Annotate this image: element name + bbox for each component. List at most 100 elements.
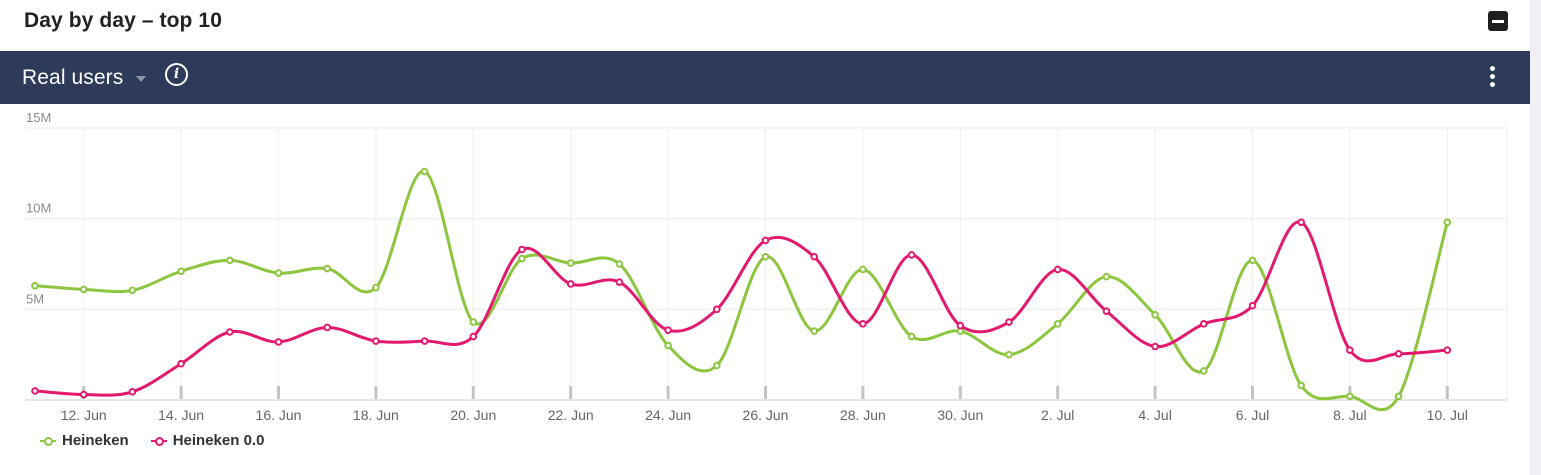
legend-marker-icon xyxy=(150,436,167,446)
data-point xyxy=(713,305,721,314)
x-tick-mark xyxy=(569,386,573,399)
data-point xyxy=(177,359,185,368)
legend-item-heineken[interactable]: Heineken xyxy=(40,432,129,449)
x-tick-mark xyxy=(861,386,865,399)
x-tick-label: 18. Jun xyxy=(353,407,399,423)
metric-dropdown[interactable]: Real users xyxy=(22,51,147,104)
legend-marker-icon xyxy=(40,436,56,446)
data-point xyxy=(1053,265,1062,274)
data-point xyxy=(1297,381,1305,390)
data-point xyxy=(956,321,965,330)
info-icon[interactable]: i xyxy=(165,63,188,86)
data-point xyxy=(761,236,770,245)
x-tick-mark xyxy=(1251,386,1254,399)
x-tick-label: 10. Jul xyxy=(1427,407,1468,423)
x-tick-label: 24. Jun xyxy=(645,407,691,423)
data-point xyxy=(615,278,624,286)
data-point xyxy=(274,269,283,277)
x-tick-label: 2. Jul xyxy=(1041,407,1074,423)
data-point xyxy=(420,167,429,176)
x-tick-label: 8. Jul xyxy=(1333,407,1366,423)
x-tick-mark xyxy=(374,386,378,399)
data-point xyxy=(79,390,88,399)
data-point xyxy=(1248,256,1257,265)
data-point xyxy=(1151,342,1159,351)
panel-header: Day by day – top 10 xyxy=(0,0,1530,44)
data-point xyxy=(469,318,478,326)
data-point xyxy=(372,283,380,292)
data-point xyxy=(177,267,185,276)
data-point xyxy=(859,320,867,328)
data-point xyxy=(566,259,575,267)
y-tick-label: 10M xyxy=(26,201,51,216)
x-tick-label: 4. Jul xyxy=(1138,407,1171,423)
legend-label: Heineken 0.0 xyxy=(172,432,265,449)
data-point xyxy=(1297,218,1305,227)
x-tick-mark xyxy=(179,386,183,399)
data-point xyxy=(1346,392,1354,401)
data-point xyxy=(664,341,672,350)
legend-label: Heineken xyxy=(62,432,129,449)
data-point xyxy=(274,338,283,346)
x-tick-mark xyxy=(471,386,475,399)
legend-item-heineken-zero[interactable]: Heineken 0.0 xyxy=(150,432,265,449)
x-tick-mark xyxy=(1445,386,1449,399)
x-tick-mark xyxy=(1153,386,1157,399)
data-point xyxy=(615,260,624,268)
chart-legend: Heineken Heineken 0.0 xyxy=(40,432,264,449)
data-point xyxy=(1151,310,1159,319)
data-point xyxy=(566,280,575,288)
line-chart: 5M 10M 15M 12. Jun 14. Jun 16. Jun 18. Jun 20. … xyxy=(25,110,1508,423)
data-point xyxy=(1102,307,1111,315)
data-point xyxy=(518,245,526,254)
panel-title: Day by day – top 10 xyxy=(24,9,222,32)
data-point xyxy=(469,332,478,341)
more-vertical-icon[interactable] xyxy=(1490,66,1496,88)
data-point xyxy=(31,281,39,290)
data-point xyxy=(1005,350,1013,359)
x-tick-label: 22. Jun xyxy=(548,407,594,423)
toolbar: Real users xyxy=(0,51,1530,104)
x-tick-label: 20. Jun xyxy=(450,407,496,423)
data-point xyxy=(31,387,39,395)
data-point xyxy=(664,326,672,334)
data-point xyxy=(226,328,234,336)
y-tick-label: 5M xyxy=(26,291,44,306)
x-tick-mark xyxy=(277,386,280,399)
data-point xyxy=(128,388,137,396)
data-point xyxy=(810,252,819,261)
x-tick-label: 16. Jun xyxy=(256,407,302,423)
collapse-icon[interactable] xyxy=(1488,11,1508,31)
x-tick-label: 14. Jun xyxy=(158,407,204,423)
data-point xyxy=(1443,218,1452,227)
x-tick-label: 30. Jun xyxy=(937,407,983,423)
data-point xyxy=(372,337,380,345)
data-point xyxy=(1443,346,1452,354)
data-point xyxy=(79,285,88,294)
x-tick-label: 28. Jun xyxy=(840,407,886,423)
x-tick-label: 26. Jun xyxy=(743,407,789,423)
data-point xyxy=(713,361,721,370)
x-tick-mark xyxy=(764,386,767,399)
data-point xyxy=(1005,318,1013,326)
x-tick-mark xyxy=(958,386,962,399)
data-point xyxy=(1200,320,1208,328)
y-tick-label: 15M xyxy=(26,110,51,125)
data-point xyxy=(1394,392,1403,401)
data-point xyxy=(226,256,234,265)
data-point xyxy=(1200,367,1208,375)
x-tick-mark xyxy=(666,386,670,399)
data-point xyxy=(323,323,332,332)
data-point xyxy=(1248,301,1257,310)
data-point xyxy=(1394,349,1403,358)
data-point xyxy=(128,286,137,295)
caret-down-icon xyxy=(136,76,147,82)
data-point xyxy=(761,252,770,261)
x-tick-label: 6. Jul xyxy=(1236,407,1269,423)
data-point xyxy=(1102,272,1111,281)
data-point xyxy=(518,254,526,263)
x-tick-mark xyxy=(1056,386,1060,399)
data-point xyxy=(1053,320,1062,328)
data-point xyxy=(859,265,867,274)
data-point xyxy=(1346,346,1354,354)
